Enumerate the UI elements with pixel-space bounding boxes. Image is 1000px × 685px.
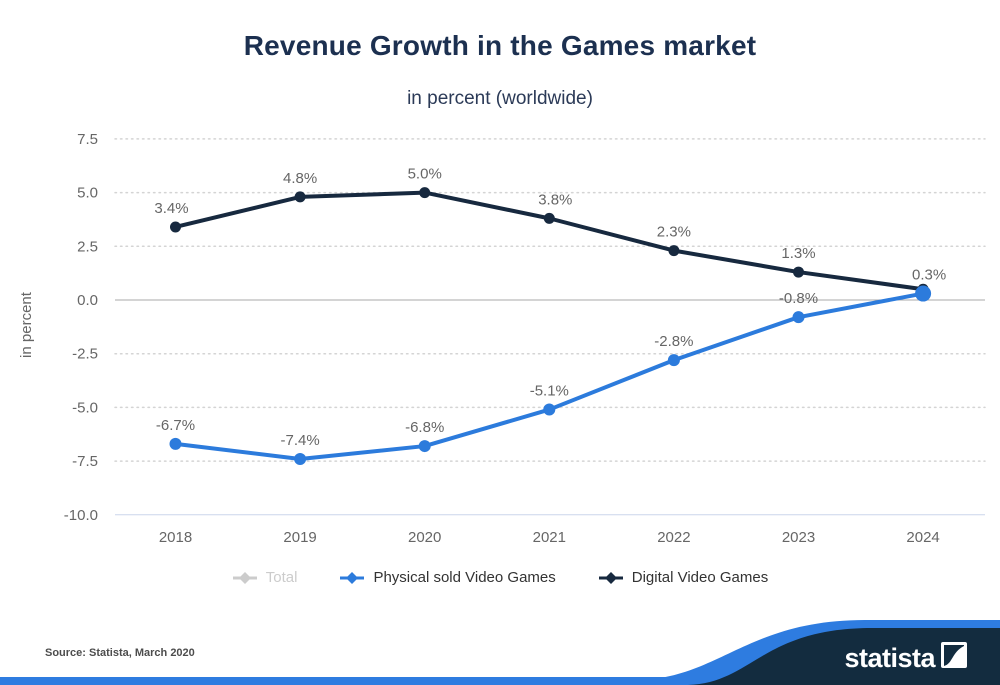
data-label: -5.1% [530, 383, 569, 400]
y-axis-title: in percent [18, 291, 35, 358]
data-label: -0.8% [779, 290, 818, 307]
legend-item-physical-sold-video-games[interactable]: Physical sold Video Games [339, 569, 556, 586]
physical-sold-video-games-marker-icon [340, 571, 365, 584]
data-label: -6.8% [405, 419, 444, 436]
total-marker-icon [232, 571, 257, 584]
y-tick-label: -2.5 [72, 346, 98, 363]
data-label: 2.3% [657, 224, 691, 241]
data-point[interactable] [419, 187, 431, 199]
x-tick-label: 2018 [159, 529, 192, 546]
footer: statista Source: Statista, March 2020 [0, 610, 1000, 685]
data-point[interactable] [793, 266, 804, 278]
data-point[interactable] [915, 285, 932, 302]
data-label: 3.4% [154, 200, 188, 217]
legend-label: Digital Video Games [631, 569, 769, 586]
legend-label: Total [265, 569, 298, 586]
data-point[interactable] [294, 191, 306, 203]
y-tick-label: -10.0 [64, 507, 98, 524]
footer-wave-dark [688, 628, 1000, 685]
data-point[interactable] [667, 354, 680, 367]
statista-logo-icon [941, 642, 967, 668]
data-label: 5.0% [408, 166, 442, 183]
data-label: 3.8% [538, 191, 572, 208]
data-point[interactable] [543, 403, 556, 416]
data-label: -6.7% [156, 417, 195, 434]
y-tick-label: 7.5 [77, 131, 98, 148]
y-tick-label: -7.5 [72, 453, 98, 470]
legend: Total Physical sold Video Games Digital Vi… [0, 569, 1000, 586]
data-label: 0.3% [912, 267, 946, 284]
footer-wave: statista [0, 620, 1000, 685]
data-label: -2.8% [654, 333, 693, 350]
data-point[interactable] [170, 221, 181, 233]
data-point[interactable] [668, 245, 680, 257]
data-point[interactable] [294, 452, 307, 465]
data-label: 1.3% [781, 245, 815, 262]
data-point[interactable] [792, 311, 805, 324]
page-title: Revenue Growth in the Games market [243, 30, 757, 61]
legend-item-total[interactable]: Total [232, 569, 298, 586]
data-point[interactable] [418, 440, 431, 453]
x-tick-label: 2024 [906, 529, 939, 546]
y-tick-label: 2.5 [77, 238, 98, 255]
data-label: 4.8% [283, 170, 317, 187]
data-point[interactable] [169, 437, 182, 450]
x-tick-label: 2023 [782, 529, 815, 546]
statista-wordmark: statista [844, 643, 936, 673]
digital-video-games-marker-icon [598, 571, 623, 584]
data-point[interactable] [543, 212, 555, 224]
legend-item-digital-video-games[interactable]: Digital Video Games [598, 569, 768, 586]
footer-bottom-bar [0, 677, 1000, 685]
x-tick-label: 2020 [408, 529, 441, 546]
x-tick-label: 2019 [283, 529, 316, 546]
legend-label: Physical sold Video Games [373, 569, 556, 586]
y-tick-label: -5.0 [72, 399, 98, 416]
x-tick-label: 2022 [657, 529, 690, 546]
y-tick-label: 0.0 [77, 292, 98, 309]
y-tick-label: 5.0 [77, 185, 98, 202]
chart-subtitle: in percent (worldwide) [407, 88, 593, 109]
source-text: Source: Statista, March 2020 [45, 647, 195, 659]
data-label: -7.4% [281, 432, 320, 449]
x-tick-label: 2021 [533, 529, 566, 546]
chart-plot-area: 7.5 5.0 2.5 0.0 -2.5 -5.0 -7.5 -10.0 in percent 2… [18, 131, 986, 546]
